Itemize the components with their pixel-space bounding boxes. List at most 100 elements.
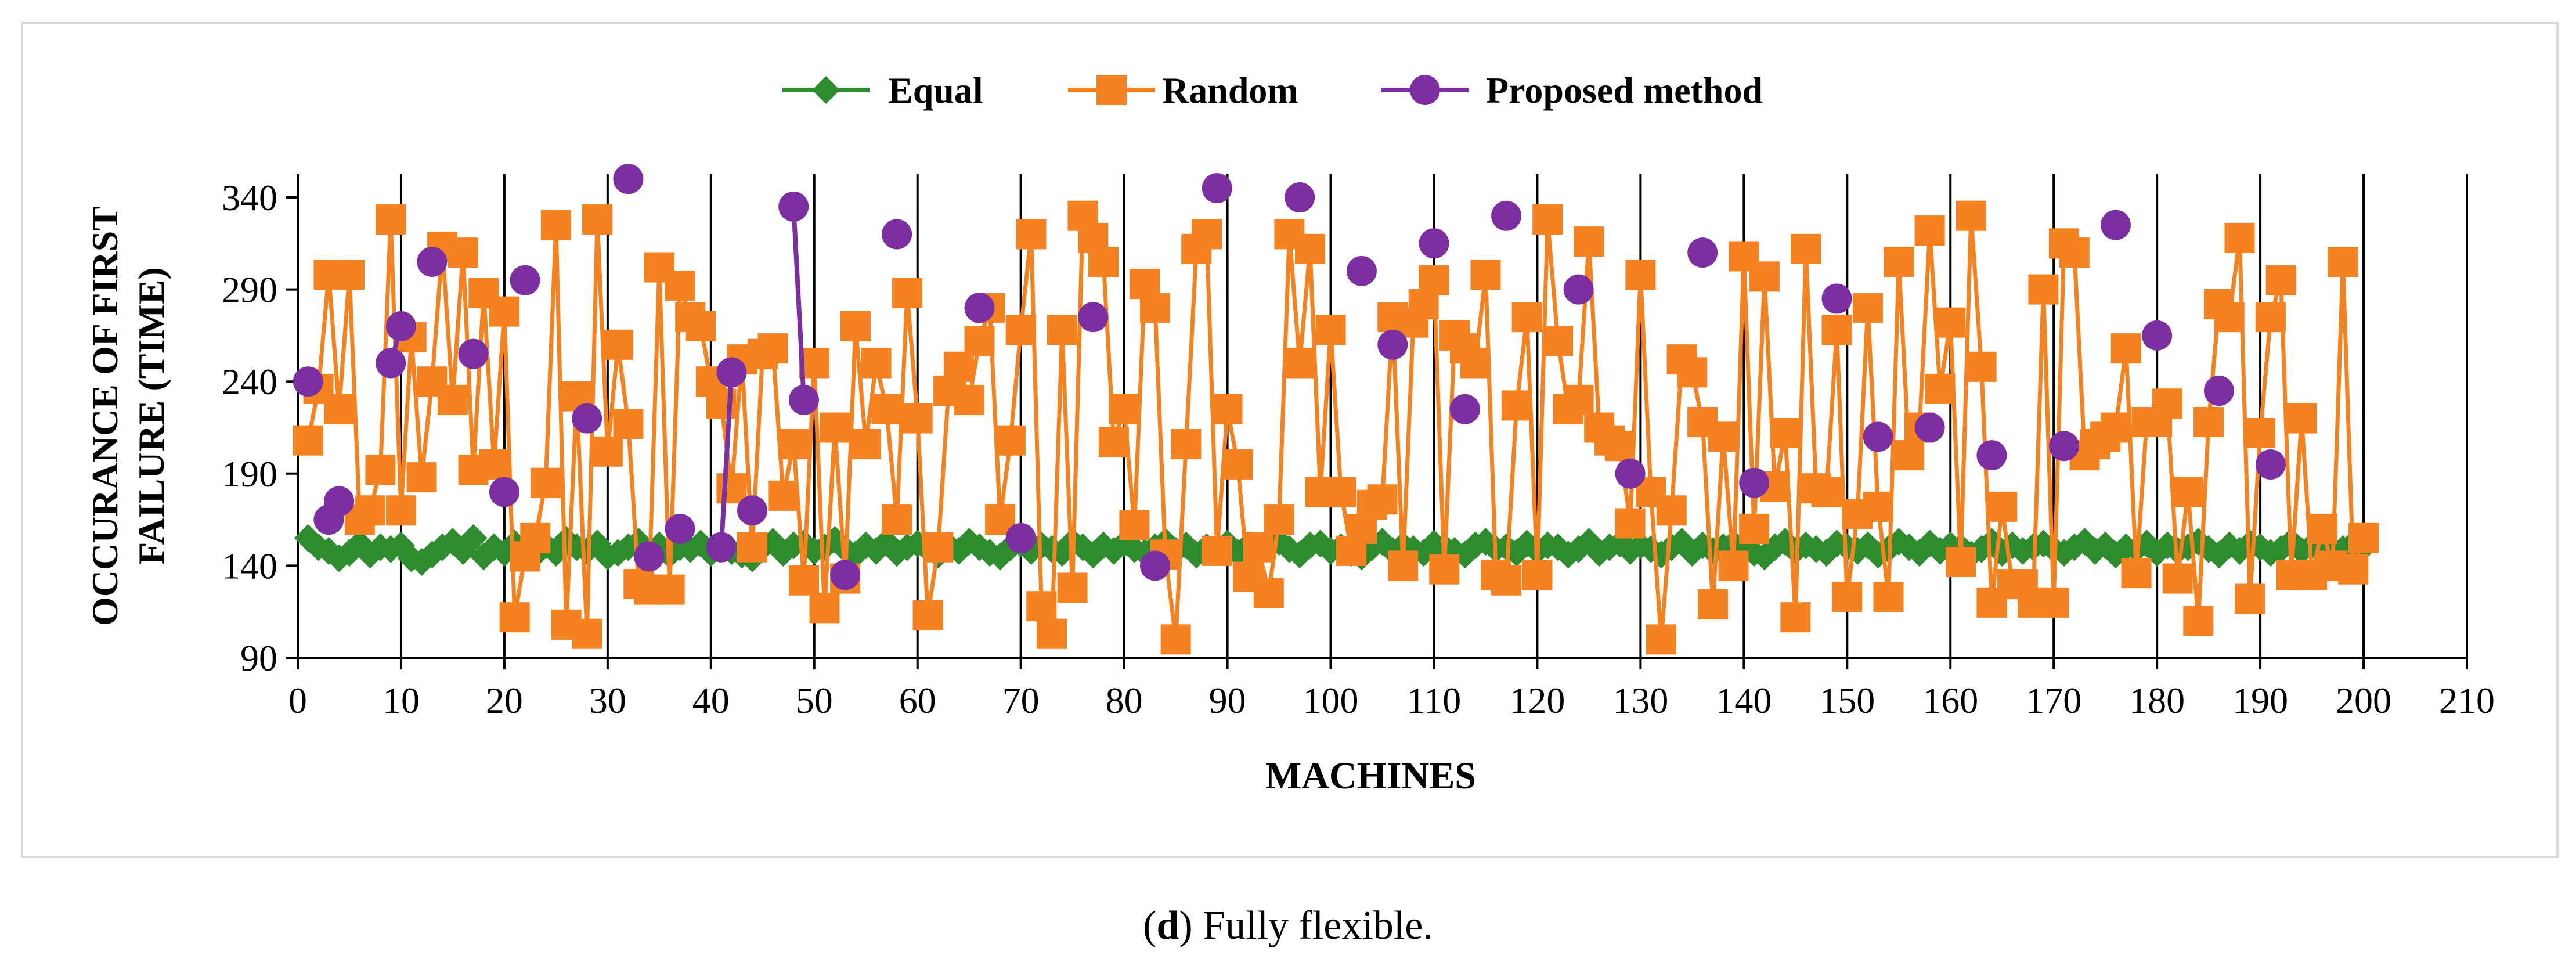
caption-label: d <box>1156 903 1179 948</box>
data-point <box>665 513 695 544</box>
data-point <box>1563 384 1594 415</box>
data-point <box>1429 554 1460 585</box>
data-point <box>943 351 974 382</box>
legend-label: Random <box>1162 70 1298 111</box>
data-point <box>840 311 871 342</box>
x-tick-label: 110 <box>1407 680 1462 721</box>
data-point <box>1088 247 1119 278</box>
data-point <box>1863 491 1893 522</box>
y-tick-label: 90 <box>240 637 277 679</box>
data-point <box>1119 510 1150 540</box>
data-point <box>2235 583 2265 614</box>
data-point <box>1615 508 1646 539</box>
y-tick-label: 190 <box>222 453 277 495</box>
data-point <box>1285 348 1315 379</box>
data-point <box>324 394 355 424</box>
data-point <box>582 204 613 235</box>
data-point <box>830 560 861 590</box>
y-tick-label: 140 <box>222 545 277 586</box>
data-point <box>2255 302 2286 333</box>
x-tick-label: 200 <box>2336 680 2391 721</box>
data-point <box>2286 403 2317 434</box>
data-point <box>1047 315 1077 345</box>
data-point <box>665 271 695 301</box>
data-point <box>1884 247 1914 278</box>
data-point <box>592 436 623 467</box>
x-tick-label: 120 <box>1509 680 1565 721</box>
x-tick-label: 160 <box>1922 680 1978 721</box>
data-point <box>479 449 510 480</box>
data-point <box>406 462 437 493</box>
y-tick-label: 240 <box>222 361 277 402</box>
data-point <box>1791 233 1821 264</box>
data-point <box>324 486 355 517</box>
chart-frame <box>21 22 2559 858</box>
data-point <box>788 565 819 596</box>
caption-open-paren: ( <box>1143 903 1157 948</box>
data-point <box>1264 504 1294 535</box>
data-point <box>1501 390 1532 421</box>
y-axis-title-line: FAILURE (TIME) <box>131 267 172 565</box>
data-point <box>1563 274 1594 305</box>
legend: Equal Random Proposed method <box>782 70 1763 111</box>
data-point <box>1057 572 1088 603</box>
data-point <box>602 329 633 360</box>
data-point <box>706 532 737 563</box>
data-point <box>1449 394 1480 424</box>
data-point <box>1005 315 1036 345</box>
data-point <box>1914 412 1945 443</box>
data-point <box>334 260 365 290</box>
data-point <box>1098 427 1129 457</box>
data-point <box>716 473 747 504</box>
data-point <box>1243 532 1273 563</box>
data-point <box>1718 550 1749 581</box>
data-point <box>2255 449 2286 480</box>
x-tick-label: 80 <box>1106 680 1143 721</box>
x-tick-label: 10 <box>383 680 420 721</box>
data-point <box>1171 429 1202 460</box>
data-point <box>1987 491 2018 522</box>
data-point <box>459 524 488 552</box>
data-point <box>2173 477 2203 507</box>
data-point <box>540 210 571 240</box>
data-point <box>912 600 943 631</box>
data-point <box>1522 560 1553 590</box>
data-point <box>520 522 551 553</box>
data-point <box>1894 440 1925 471</box>
data-point <box>768 480 799 511</box>
data-point <box>2203 376 2234 406</box>
data-point <box>1285 182 1315 212</box>
data-point <box>1037 618 1067 649</box>
data-point <box>2110 333 2141 364</box>
data-point <box>1976 440 2007 471</box>
data-point <box>892 278 922 308</box>
data-point <box>365 455 396 485</box>
data-point <box>1873 582 1904 612</box>
data-point <box>1470 260 1501 290</box>
data-point <box>2224 222 2255 253</box>
data-point <box>2059 237 2090 268</box>
data-point <box>757 333 788 364</box>
x-tick-label: 130 <box>1612 680 1668 721</box>
data-point <box>1687 237 1718 268</box>
data-point <box>1677 357 1708 388</box>
data-point <box>1925 373 1956 404</box>
series-random <box>293 200 2379 655</box>
x-tick-label: 40 <box>692 680 730 721</box>
axis-labels: MACHINES OCCURANCE OF FIRST FAILURE (TIME) <box>84 206 1476 797</box>
data-point <box>2152 388 2182 419</box>
data-point <box>1191 219 1222 250</box>
data-point <box>1026 591 1057 622</box>
y-axis-title-line: OCCURANCE OF FIRST <box>84 206 125 626</box>
data-point <box>686 311 716 342</box>
data-point <box>1511 302 1542 333</box>
data-point <box>489 477 519 507</box>
data-point <box>437 384 468 415</box>
data-point <box>1821 283 1852 314</box>
data-point <box>510 265 540 295</box>
data-point <box>355 495 385 526</box>
data-point <box>861 348 892 379</box>
data-point <box>1821 315 1852 345</box>
data-point <box>634 541 665 572</box>
